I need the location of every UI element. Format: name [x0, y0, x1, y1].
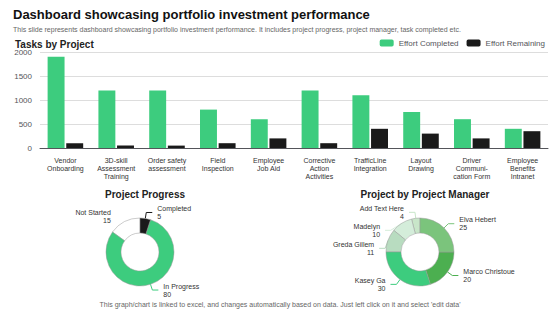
- svg-text:Effort Completed: Effort Completed: [399, 39, 459, 48]
- svg-text:5: 5: [157, 213, 161, 220]
- svg-text:11: 11: [367, 249, 374, 256]
- svg-text:10: 10: [372, 231, 380, 238]
- svg-text:500: 500: [19, 120, 33, 129]
- svg-text:Corrective: Corrective: [303, 157, 335, 164]
- svg-text:cation Form: cation Form: [453, 173, 490, 180]
- svg-text:20: 20: [463, 276, 471, 283]
- svg-text:TrafficLine: TrafficLine: [354, 157, 386, 164]
- svg-text:In Progress: In Progress: [163, 283, 199, 291]
- svg-text:Integration: Integration: [354, 165, 387, 173]
- svg-text:Project by Project Manager: Project by Project Manager: [361, 189, 490, 200]
- svg-text:15: 15: [103, 217, 111, 224]
- svg-text:Greda Gillem: Greda Gillem: [333, 241, 374, 248]
- svg-text:Dashboard showcasing portfolio: Dashboard showcasing portfolio investmen…: [13, 7, 370, 22]
- svg-text:Add Text Here: Add Text Here: [360, 205, 404, 212]
- svg-text:Kasey Ga: Kasey Ga: [355, 277, 386, 285]
- svg-text:Onboarding: Onboarding: [47, 165, 84, 173]
- svg-text:Completed: Completed: [157, 205, 191, 213]
- svg-text:1500: 1500: [14, 72, 32, 81]
- svg-text:1000: 1000: [14, 96, 32, 105]
- svg-text:Driver: Driver: [462, 157, 481, 164]
- svg-text:This slide represents dashboar: This slide represents dashboard showcasi…: [13, 26, 461, 34]
- svg-text:Action: Action: [310, 165, 330, 172]
- svg-text:Activities: Activities: [306, 173, 334, 180]
- svg-text:80: 80: [163, 291, 171, 298]
- svg-text:Intranet: Intranet: [511, 173, 535, 180]
- svg-text:30: 30: [378, 285, 386, 292]
- svg-text:Order safety: Order safety: [148, 157, 187, 165]
- svg-text:Vendor: Vendor: [54, 157, 77, 164]
- svg-text:2000: 2000: [14, 47, 32, 57]
- svg-text:Employee: Employee: [253, 157, 284, 165]
- svg-text:Drawing: Drawing: [408, 165, 434, 173]
- svg-text:Employee: Employee: [507, 157, 538, 165]
- svg-text:Effort Remaining: Effort Remaining: [486, 39, 545, 48]
- svg-text:Assessment: Assessment: [97, 165, 135, 172]
- svg-text:Marco Christoue: Marco Christoue: [463, 268, 514, 275]
- svg-text:0: 0: [28, 144, 33, 153]
- svg-text:Field: Field: [210, 157, 225, 164]
- svg-text:Layout: Layout: [410, 157, 431, 165]
- svg-text:This graph/chart is linked to: This graph/chart is linked to excel, and…: [99, 301, 460, 309]
- svg-text:Madelyn: Madelyn: [354, 223, 381, 231]
- svg-text:Training: Training: [104, 173, 129, 181]
- svg-text:Job Aid: Job Aid: [257, 165, 280, 172]
- svg-text:25: 25: [459, 224, 467, 231]
- svg-text:Benefits: Benefits: [510, 165, 536, 172]
- svg-text:4: 4: [400, 213, 404, 220]
- svg-text:Elva Hebert: Elva Hebert: [459, 216, 496, 223]
- svg-text:Not Started: Not Started: [75, 209, 111, 216]
- svg-text:assessment: assessment: [148, 165, 185, 172]
- svg-text:3D-skill: 3D-skill: [105, 157, 128, 164]
- svg-text:Project Progress: Project Progress: [105, 189, 185, 200]
- svg-text:Tasks by Project: Tasks by Project: [15, 39, 94, 50]
- svg-text:Inspection: Inspection: [202, 165, 234, 173]
- svg-text:Communi-: Communi-: [456, 165, 489, 172]
